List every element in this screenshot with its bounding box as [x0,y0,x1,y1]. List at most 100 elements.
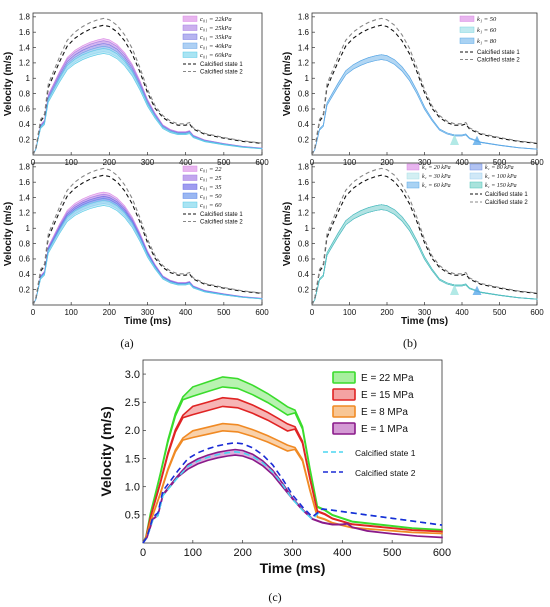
legend-label: c₀₁ = 35kPa [200,34,232,41]
x-tick-label: 400 [455,308,469,317]
caption-a: (a) [120,336,133,350]
y-tick-label: 0.2 [298,135,310,144]
series-band [311,204,538,306]
legend-label: Calcified state 1 [200,62,243,68]
series-band [311,204,538,306]
x-tick-label: 300 [283,547,301,559]
legend-label: k₁ = 80 kPa [485,165,514,171]
series-band [311,54,538,156]
series-band [142,376,443,544]
y-tick-label: 1.4 [298,43,310,52]
legend-swatch [459,15,475,22]
legend-label: k₁ = 20 kPa [422,165,451,171]
legend-label: Calcified state 2 [355,468,416,478]
y-tick-label: 0.6 [19,255,31,264]
legend-swatch [332,371,356,384]
y-tick-label: 1 [26,74,31,83]
x-tick-label: 500 [217,308,231,317]
panel-b-top-chart: 0 100 200 300 400 500 600 0.2 0.4 0.6 0.8 1 1.2 1.4 1.… [282,12,544,167]
plot-frame [32,162,263,306]
y-tick-label: 2.5 [125,397,140,409]
y-tick-label: 1.8 [19,13,31,22]
legend-swatch [459,26,475,33]
series-band [311,204,538,306]
x-tick-label: 500 [383,547,401,559]
legend-swatch [182,24,198,31]
series-band [32,200,263,306]
x-tick-label: 600 [530,158,544,167]
y-axis-title: Velocity (m/s) [3,52,14,116]
legend-label: k₁ = 60 [477,27,497,34]
series-band [311,204,538,306]
y-tick-label: 1.4 [19,193,31,202]
legend-label: k₁ = 150 kPa [485,183,517,189]
x-tick-label: 100 [64,158,78,167]
legend-swatch [469,163,483,171]
caption-b: (b) [403,336,417,350]
legend-label: c₀₁ = 40kPa [200,43,232,50]
y-tick-label: 0.4 [19,270,31,279]
legend-label: c₀₁ = 35 [200,184,222,191]
series-band [32,48,263,156]
y-tick-label: 0.2 [298,285,310,294]
legend-swatch [182,51,198,58]
y-tick-label: 1.0 [125,482,140,494]
legend-swatch [406,181,420,189]
x-tick-label: 0 [310,158,315,167]
legend-label: Calcified state 2 [485,200,528,206]
x-tick-label: 0 [310,308,315,317]
legend-label: k₁ = 100 kPa [485,174,517,180]
x-tick-label: 500 [217,158,231,167]
y-tick-label: 0.5 [125,510,140,522]
series-band [142,396,443,544]
y-tick-label: 1.2 [19,209,31,218]
legend-swatch [182,33,198,40]
series-line [142,441,443,544]
y-tick-label: 1.2 [19,59,31,68]
x-tick-label: 100 [184,547,202,559]
series-band [311,54,538,156]
legend-label: c₀₁ = 22kPa [200,16,232,23]
panel-b-bottom-chart: 0 100 200 300 400 500 600 0.2 0.4 0.6 0.8 1 1.2 1.4 1.… [282,162,544,327]
series-band [142,448,443,544]
series-band [311,54,538,156]
series-bump [472,135,482,146]
x-tick-label: 300 [141,158,155,167]
x-tick-label: 100 [64,308,78,317]
x-tick-label: 200 [380,308,394,317]
panel-c-chart: 0 100 200 300 400 500 600 0.5 1.0 1.5 2.0 2.5 3.0 Vel… [98,359,451,576]
legend-swatch [182,174,198,181]
y-tick-label: 0.8 [19,89,31,98]
legend-swatch [182,165,198,172]
legend-label: Calcified state 2 [200,70,243,76]
legend-swatch [182,183,198,190]
y-tick-label: 2.0 [125,425,140,437]
x-tick-label: 0 [31,308,36,317]
y-tick-label: 0.2 [19,135,31,144]
series-line [311,174,538,306]
panel-a-top-chart: 0 100 200 300 400 500 600 0.2 0.4 0.6 0.8 1 1.2 1.4 1.… [3,12,269,167]
legend-swatch [182,192,198,199]
series-line [311,167,538,306]
legend-swatch [469,172,483,180]
x-tick-label: 300 [418,308,432,317]
x-tick-label: 600 [255,158,269,167]
legend-label: Calcified state 2 [477,58,520,64]
x-tick-label: 400 [333,547,351,559]
series-line [32,24,263,156]
series-line [32,167,263,306]
x-tick-label: 300 [418,158,432,167]
y-tick-label: 0.4 [298,120,310,129]
y-tick-label: 1.6 [19,178,31,187]
y-tick-label: 0.2 [19,285,31,294]
x-axis-title: Time (ms) [401,316,448,327]
legend-label: Calcified state 1 [200,212,243,218]
legend-swatch [332,388,356,401]
legend-label: k₁ = 60 kPa [422,183,451,189]
legend-label: c₀₁ = 60 [200,202,222,209]
x-tick-label: 600 [255,308,269,317]
y-tick-label: 3.0 [125,369,140,381]
series-line [32,17,263,156]
x-tick-label: 200 [103,308,117,317]
x-tick-label: 600 [433,547,451,559]
